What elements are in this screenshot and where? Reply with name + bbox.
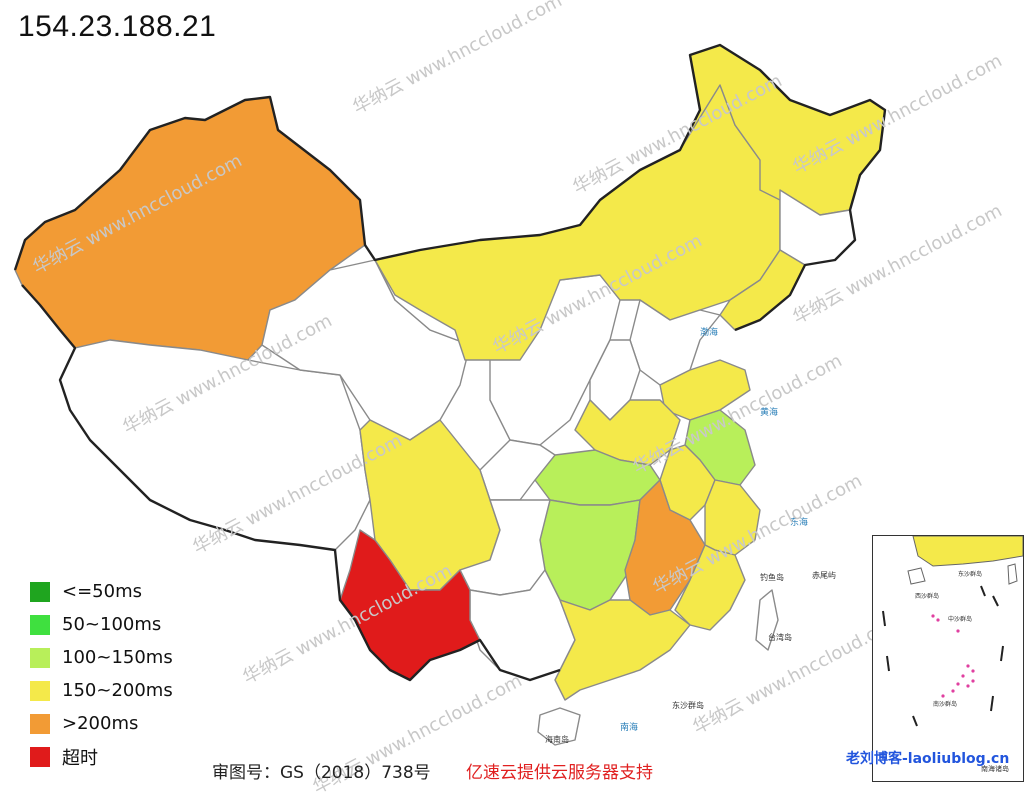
china-map: 渤海 黄海 东海 南海 钓鱼岛 赤尾屿 台湾岛 东沙群岛 海南岛 bbox=[13, 43, 887, 746]
sea-label-east: 东海 bbox=[790, 516, 808, 528]
inset-label-xisha: 西沙群岛 bbox=[915, 592, 939, 600]
legend-swatch bbox=[30, 713, 50, 734]
legend-label: 100~150ms bbox=[62, 647, 173, 668]
legend-swatch bbox=[30, 746, 50, 767]
region-jiangxi bbox=[624, 479, 706, 616]
inset-label-nansha: 南沙群岛 bbox=[933, 700, 957, 708]
region-hainan bbox=[537, 707, 581, 746]
legend-swatch bbox=[30, 647, 50, 668]
inset-hainan bbox=[907, 567, 926, 585]
map-approval-number: 审图号：GS（2018）738号 bbox=[212, 763, 431, 783]
sea-label-south: 南海 bbox=[620, 721, 638, 733]
legend-item: <=50ms bbox=[30, 575, 173, 608]
island-label-taiwan: 台湾岛 bbox=[768, 632, 792, 642]
island-label-dongsha: 东沙群岛 bbox=[672, 700, 704, 710]
sea-label-yellow: 黄海 bbox=[760, 406, 778, 418]
inset-taiwan bbox=[1007, 563, 1018, 585]
inset-label-nanhai: 南海诸岛 bbox=[981, 764, 1009, 773]
blog-watermark: 老刘博客-laoliublog.cn bbox=[846, 751, 1010, 767]
island-label-chiwei: 赤尾屿 bbox=[812, 571, 836, 580]
legend-item: 100~150ms bbox=[30, 641, 173, 674]
legend-swatch bbox=[30, 680, 50, 701]
ip-address-title: 154.23.188.21 bbox=[18, 10, 217, 43]
region-taiwan bbox=[755, 589, 779, 651]
sea-label-bohai: 渤海 bbox=[700, 326, 718, 338]
inset-mainland bbox=[912, 536, 1023, 567]
region-guangdong bbox=[554, 599, 691, 701]
legend-swatch bbox=[30, 581, 50, 602]
inset-label-dongsha: 东沙群岛 bbox=[958, 570, 982, 578]
south-china-sea-inset: 东沙群岛 西沙群岛 中沙群岛 南沙群岛 南海诸岛 bbox=[872, 535, 1024, 782]
legend-item: 150~200ms bbox=[30, 674, 173, 707]
inset-map: 东沙群岛 西沙群岛 中沙群岛 南沙群岛 南海诸岛 bbox=[882, 536, 1023, 773]
legend-item: 超时 bbox=[30, 740, 173, 773]
legend-item: 50~100ms bbox=[30, 608, 173, 641]
legend-swatch bbox=[30, 614, 50, 635]
legend-item: >200ms bbox=[30, 707, 173, 740]
legend-label: 超时 bbox=[62, 747, 98, 769]
legend-label: <=50ms bbox=[62, 581, 142, 602]
legend-label: 150~200ms bbox=[62, 680, 173, 701]
island-label-diaoyu: 钓鱼岛 bbox=[760, 572, 784, 582]
legend-label: 50~100ms bbox=[62, 614, 162, 635]
island-label-hainan: 海南岛 bbox=[545, 734, 569, 744]
southwest-border bbox=[21, 284, 561, 682]
latency-legend: <=50ms 50~100ms 100~150ms 150~200ms >200… bbox=[30, 575, 173, 773]
sponsor-text: 亿速云提供云服务器支持 bbox=[466, 763, 653, 783]
legend-label: >200ms bbox=[62, 713, 139, 734]
region-fujian bbox=[674, 544, 746, 631]
national-border bbox=[13, 43, 887, 332]
inset-label-zhongsha: 中沙群岛 bbox=[948, 615, 972, 623]
